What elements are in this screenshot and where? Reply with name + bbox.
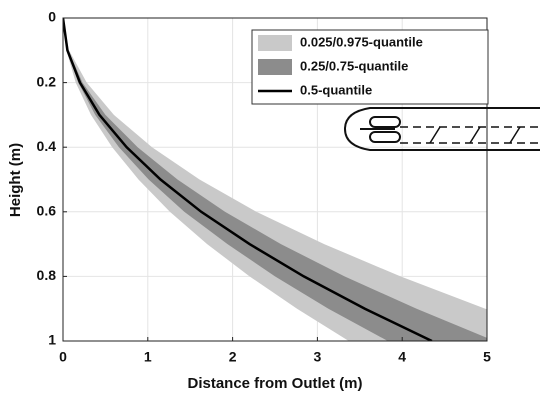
x-tick-label: 4 bbox=[398, 349, 406, 365]
inset-hatch bbox=[429, 126, 521, 144]
legend-label: 0.025/0.975-quantile bbox=[300, 34, 423, 49]
y-tick-label: 1 bbox=[48, 332, 56, 348]
legend-swatch bbox=[258, 35, 292, 51]
y-tick-label: 0 bbox=[48, 9, 56, 25]
axes-frame bbox=[62, 17, 488, 342]
median-line bbox=[63, 18, 433, 341]
inset-part bbox=[369, 116, 401, 128]
inset-part bbox=[369, 131, 401, 143]
x-tick-label: 2 bbox=[229, 349, 237, 365]
y-tick-label: 0.2 bbox=[37, 73, 57, 89]
y-tick-label: 0.4 bbox=[37, 138, 57, 154]
x-tick-label: 3 bbox=[314, 349, 322, 365]
x-tick-label: 1 bbox=[144, 349, 152, 365]
y-tick-label: 0.6 bbox=[37, 203, 57, 219]
y-axis-label: Height (m) bbox=[7, 143, 24, 217]
legend: 0.025/0.975-quantile 0.25/0.75-quantile 0.… bbox=[251, 29, 489, 105]
x-axis-label: Distance from Outlet (m) bbox=[187, 375, 362, 392]
quantile-band bbox=[63, 18, 487, 341]
legend-label: 0.25/0.75-quantile bbox=[300, 58, 408, 73]
nozzle-inset bbox=[343, 107, 540, 151]
x-tick-label: 0 bbox=[59, 349, 67, 365]
inset-outline bbox=[343, 107, 540, 151]
legend-swatch bbox=[258, 59, 292, 75]
y-tick-label: 0.8 bbox=[37, 267, 57, 283]
x-tick-label: 5 bbox=[483, 349, 491, 365]
legend-label: 0.5-quantile bbox=[300, 82, 372, 97]
